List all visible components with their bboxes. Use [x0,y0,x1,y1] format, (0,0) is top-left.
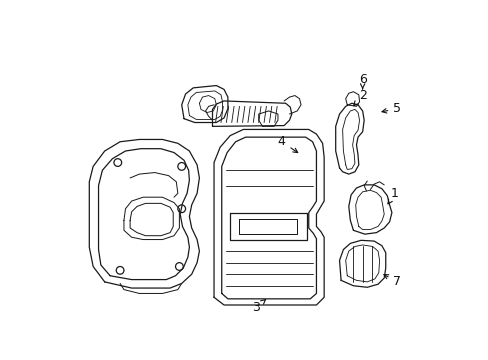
Text: 5: 5 [381,102,401,115]
Text: 1: 1 [387,187,398,204]
Text: 4: 4 [277,135,297,153]
Text: 7: 7 [383,275,401,288]
Text: 3: 3 [252,300,265,314]
Text: 6: 6 [358,73,366,89]
Text: 2: 2 [353,89,366,106]
